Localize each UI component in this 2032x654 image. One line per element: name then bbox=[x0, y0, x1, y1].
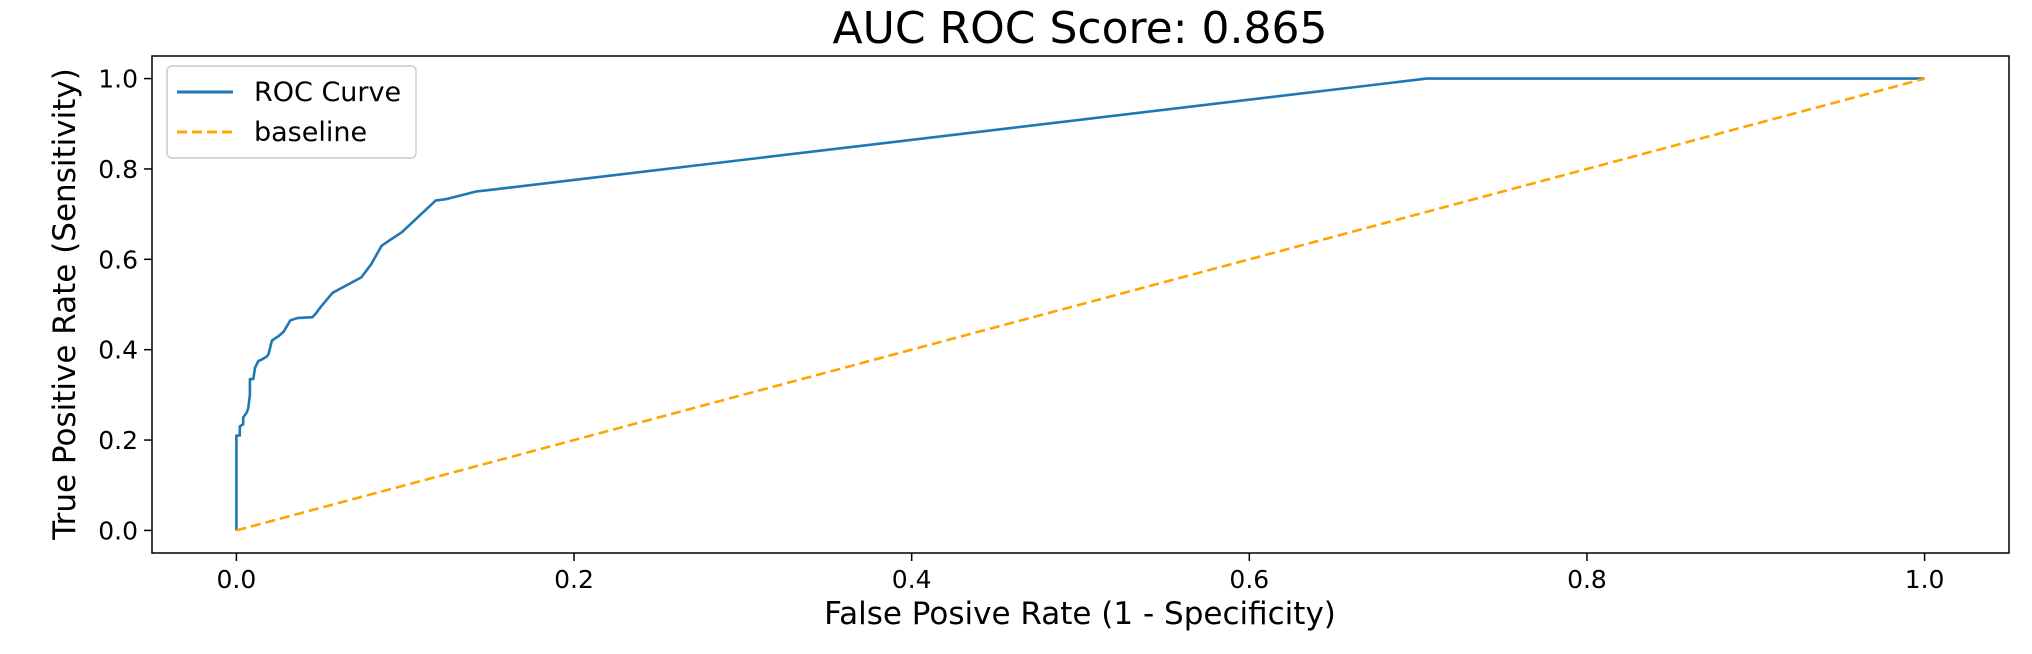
x-tick-label: 1.0 bbox=[1905, 565, 1945, 594]
y-tick-label: 0.4 bbox=[98, 336, 138, 365]
y-tick-label: 0.6 bbox=[98, 245, 138, 274]
series-line-baseline bbox=[236, 77, 1925, 532]
y-tick-label: 1.0 bbox=[98, 65, 138, 94]
y-tick-label: 0.0 bbox=[98, 516, 138, 545]
series-line-roc-curve bbox=[235, 77, 1925, 531]
chart-title: AUC ROC Score: 0.865 bbox=[833, 3, 1328, 54]
y-tick-label: 0.8 bbox=[98, 155, 138, 184]
y-tick-label: 0.2 bbox=[98, 426, 138, 455]
axis-ticks: 0.0 0.2 0.4 0.6 0.8 1.0 0.0 0.2 0.4 0.6 0.8 1.0 bbox=[98, 65, 1944, 594]
legend-label-baseline: baseline bbox=[254, 117, 367, 148]
y-axis-label: True Positive Rate (Sensitivity) bbox=[47, 68, 83, 541]
x-tick-label: 0.6 bbox=[1229, 565, 1269, 594]
x-axis-label: False Posive Rate (1 - Specificity) bbox=[824, 596, 1336, 632]
plot-lines bbox=[235, 77, 1925, 532]
plot-area bbox=[151, 55, 2010, 554]
legend-label-roc-curve: ROC Curve bbox=[254, 77, 401, 108]
legend-box bbox=[166, 65, 417, 159]
x-tick-label: 0.8 bbox=[1567, 565, 1607, 594]
legend: ROC Curve baseline bbox=[166, 65, 417, 159]
x-tick-label: 0.2 bbox=[554, 565, 594, 594]
x-tick-label: 0.0 bbox=[217, 565, 257, 594]
x-tick-label: 0.4 bbox=[892, 565, 932, 594]
